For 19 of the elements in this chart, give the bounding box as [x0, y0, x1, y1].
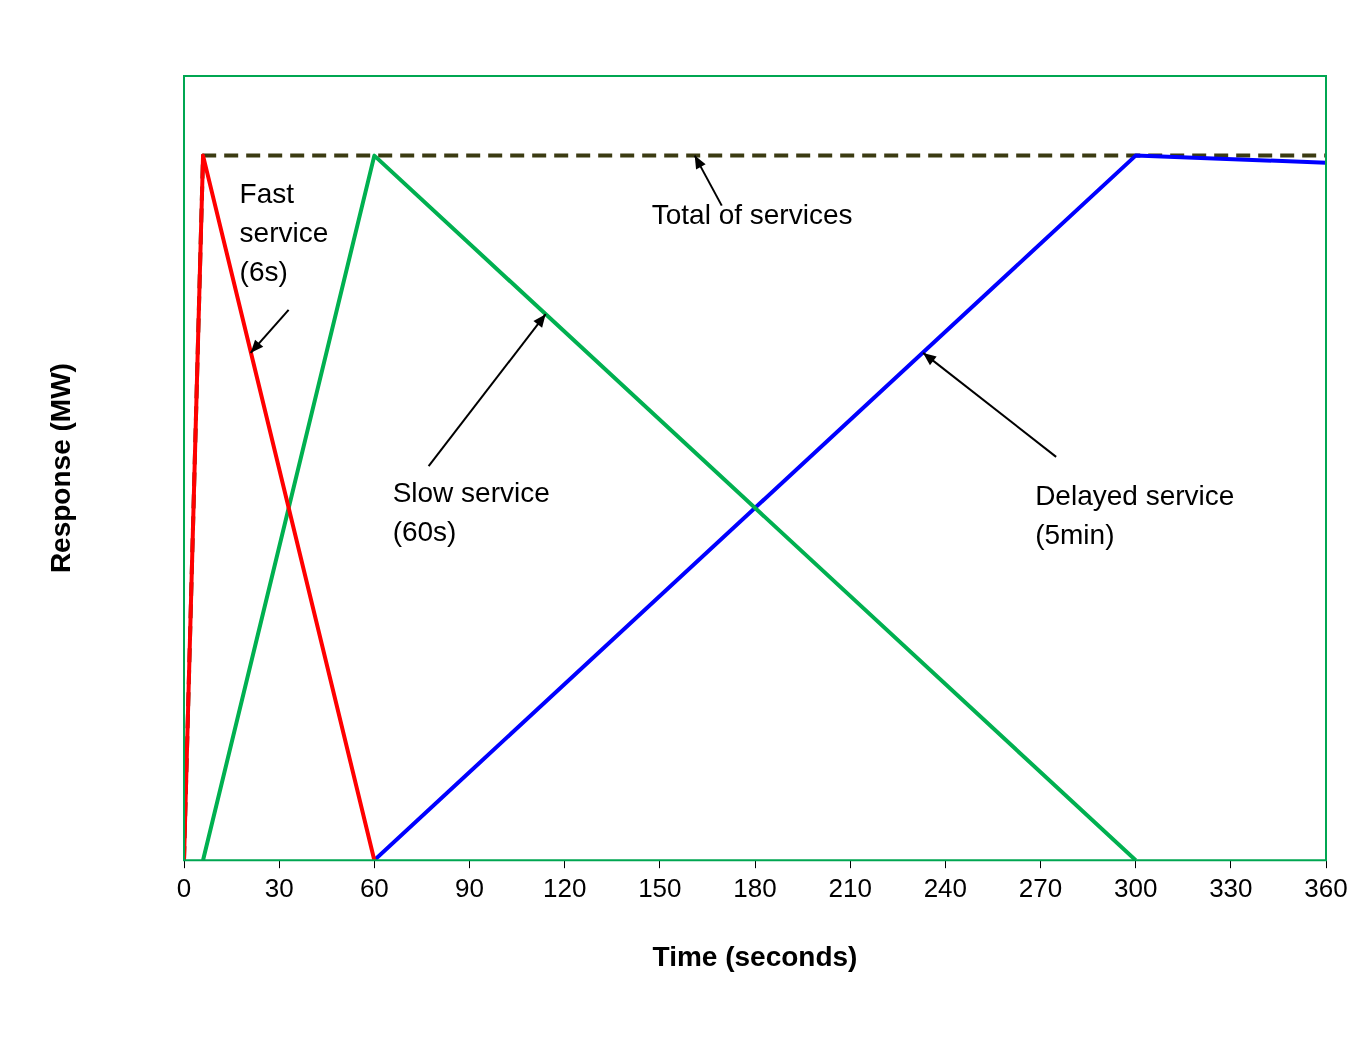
x-tick-label: 210 [828, 872, 872, 903]
x-tick-label: 240 [923, 872, 968, 903]
x-tick-label: 330 [1209, 872, 1253, 903]
x-tick-label: 90 [455, 872, 484, 903]
x-tick-label: 180 [733, 872, 777, 903]
annotation: Delayed service (5min) [1035, 479, 1235, 550]
x-tick-label: 270 [1018, 872, 1063, 903]
x-tick-label: 60 [359, 872, 389, 903]
annotation: Slow service (60s) [392, 476, 550, 547]
x-tick-label: 0 [176, 872, 192, 903]
y-axis-title: Response (MW) [44, 363, 76, 574]
x-tick-label: 120 [542, 872, 587, 903]
x-tick-label: 30 [264, 872, 294, 903]
x-tick-label: 300 [1113, 872, 1158, 903]
x-axis-title: Time (seconds) [652, 940, 858, 972]
x-tick-label: 150 [638, 872, 682, 903]
annotation: Total of services [651, 199, 853, 231]
x-tick-label: 360 [1304, 872, 1348, 903]
annotation: Fast service (6s) [239, 177, 329, 287]
